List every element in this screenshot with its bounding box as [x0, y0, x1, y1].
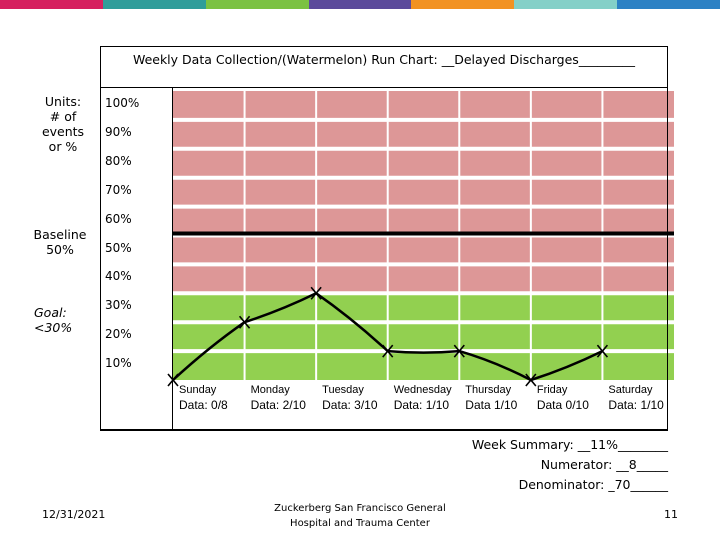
units-line: # of [49, 109, 77, 124]
y-tick-label: 90% [105, 124, 132, 139]
y-tick-label: 40% [105, 269, 132, 284]
day-name: Sunday [179, 384, 217, 396]
day-data: Data 0/10 [536, 398, 589, 412]
data-point-marker [238, 315, 251, 329]
day-label: Monday Data: 2/10 [245, 383, 317, 413]
goal-line: Goal: [34, 305, 67, 320]
day-label: Tuesday Data: 3/10 [316, 383, 388, 413]
units-line: Units: [44, 94, 82, 109]
day-row-divider [100, 430, 668, 431]
above-goal-zone [173, 91, 674, 294]
goal-zone [173, 293, 674, 380]
day-label: Wednesday Data: 1/10 [388, 383, 460, 413]
y-tick-label: 80% [105, 153, 132, 168]
footer-date: 12/31/2021 [42, 508, 106, 521]
day-data: Data: 1/10 [393, 398, 450, 412]
day-data: Data: 3/10 [322, 398, 378, 412]
baseline-label: Baseline 50% [28, 227, 92, 257]
day-name: Thursday [465, 384, 512, 396]
page-number: 11 [664, 508, 678, 521]
y-tick-label: 50% [105, 240, 132, 255]
week-summary-line: Week Summary: __11%________ [471, 437, 668, 452]
color-segment [102, 0, 206, 9]
top-color-bar [0, 0, 720, 9]
week-summary: Week Summary: __11%________ Numerator: _… [472, 435, 668, 495]
data-point-marker [167, 373, 179, 387]
day-label: Thursday Data 1/10 [459, 383, 531, 413]
baseline-line: Baseline [33, 227, 87, 242]
day-name: Tuesday [322, 384, 364, 396]
org-line: Hospital and Trauma Center [290, 518, 430, 529]
numerator-line: Numerator: __8_____ [540, 457, 668, 472]
data-point-marker [310, 286, 322, 300]
org-line: Zuckerberg San Francisco General [274, 503, 446, 514]
y-tick-label: 60% [105, 211, 132, 226]
day-label: Saturday Data: 1/10 [602, 383, 674, 413]
chart-table-frame [100, 46, 668, 430]
color-segment [205, 0, 309, 9]
day-data: Data: 1/10 [608, 398, 664, 412]
day-label: Friday Data 0/10 [531, 383, 603, 413]
units-line: or % [48, 139, 78, 154]
goal-label: Goal: <30% [34, 305, 74, 335]
data-point-marker [453, 344, 465, 358]
units-line: events [41, 124, 85, 139]
units-label: Units: # of events or % [34, 94, 92, 154]
color-segment [617, 0, 720, 9]
y-tick-label: 10% [105, 356, 132, 371]
day-label: Sunday Data: 0/8 [173, 383, 245, 413]
day-name: Saturday [608, 384, 653, 396]
y-tick-label: 20% [105, 327, 132, 342]
chart-title: Weekly Data Collection/(Watermelon) Run … [132, 52, 636, 67]
data-point-marker [382, 344, 394, 358]
day-data: Data: 0/8 [179, 398, 228, 412]
day-data: Data: 2/10 [250, 398, 306, 412]
baseline-line: 50% [46, 242, 74, 257]
goal-line: <30% [34, 320, 73, 335]
label-column-divider [172, 87, 173, 430]
color-segment [0, 0, 103, 9]
day-data: Data 1/10 [465, 398, 518, 412]
day-name: Friday [536, 384, 568, 396]
color-segment [308, 0, 412, 9]
y-tick-label: 70% [105, 182, 132, 197]
data-point-marker [596, 344, 609, 358]
day-name: Wednesday [393, 384, 452, 396]
color-segment [514, 0, 618, 9]
y-tick-label: 100% [105, 96, 140, 110]
data-point-marker [525, 373, 537, 387]
denominator-line: Denominator: _70______ [518, 477, 668, 492]
day-name: Monday [250, 384, 290, 396]
color-segment [411, 0, 515, 9]
title-row-divider [100, 87, 668, 88]
footer-organization: Zuckerberg San Francisco General Hospita… [260, 501, 460, 531]
y-tick-label: 30% [105, 298, 132, 313]
